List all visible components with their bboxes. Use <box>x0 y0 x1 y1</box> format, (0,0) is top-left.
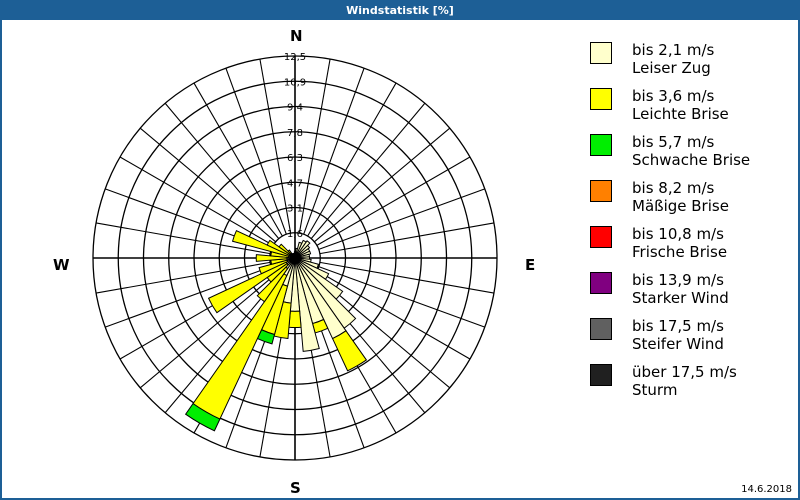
legend-speed: bis 3,6 m/s <box>632 87 715 105</box>
wind-sector <box>256 266 289 303</box>
wind-sector <box>288 310 302 328</box>
legend-swatch <box>590 226 612 248</box>
wind-sector <box>184 402 221 432</box>
wind-sector <box>231 230 290 257</box>
legend-speed: bis 2,1 m/s <box>632 41 715 59</box>
radial-tick-label: 3,1 <box>287 204 303 215</box>
radial-tick-label: 6,3 <box>287 153 303 164</box>
legend-name: Mäßige Brise <box>632 197 729 215</box>
legend-speed: bis 8,2 m/s <box>632 179 715 197</box>
legend-name: Steifer Wind <box>632 335 724 353</box>
radial-tick-label: 1,6 <box>287 229 303 240</box>
legend-name: Sturm <box>632 381 678 399</box>
legend-swatch <box>590 134 612 156</box>
legend-speed: bis 10,8 m/s <box>632 225 724 243</box>
legend-swatch <box>590 88 612 110</box>
wind-sector <box>287 249 293 256</box>
compass-south-label: S <box>290 479 301 497</box>
legend-swatch <box>590 180 612 202</box>
wind-sector <box>331 330 368 372</box>
radial-tick-label: 9,4 <box>287 103 303 114</box>
legend-swatch <box>590 42 612 64</box>
legend-name: Leiser Zug <box>632 59 711 77</box>
legend-speed: bis 5,7 m/s <box>632 133 715 151</box>
legend-swatch <box>590 272 612 294</box>
legend-name: Leichte Brise <box>632 105 729 123</box>
wind-sector <box>266 239 291 256</box>
legend-name: Starker Wind <box>632 289 729 307</box>
legend-name: Frische Brise <box>632 243 728 261</box>
legend-swatch <box>590 364 612 386</box>
wind-sector <box>294 250 312 259</box>
window-title: Windstatistik [%] <box>0 0 800 20</box>
legend-swatch <box>590 318 612 340</box>
radial-tick-label: 10,9 <box>284 77 306 88</box>
legend-speed: über 17,5 m/s <box>632 363 737 381</box>
wind-sector <box>255 254 288 262</box>
radial-tick-label: 7,8 <box>287 128 303 139</box>
legend-speed: bis 17,5 m/s <box>632 317 724 335</box>
compass-west-label: W <box>53 256 70 274</box>
legend-speed: bis 13,9 m/s <box>632 271 724 289</box>
wind-sector <box>207 261 288 314</box>
wind-sector <box>278 243 293 256</box>
legend-name: Schwache Brise <box>632 151 751 169</box>
wind-sector <box>258 259 289 275</box>
date-label: 14.6.2018 <box>741 484 792 495</box>
radial-tick-label: 4,7 <box>287 178 303 189</box>
compass-north-label: N <box>290 27 303 45</box>
wind-sector <box>294 257 320 352</box>
compass-east-label: E <box>525 256 536 274</box>
radial-tick-label: 12,5 <box>284 52 306 63</box>
